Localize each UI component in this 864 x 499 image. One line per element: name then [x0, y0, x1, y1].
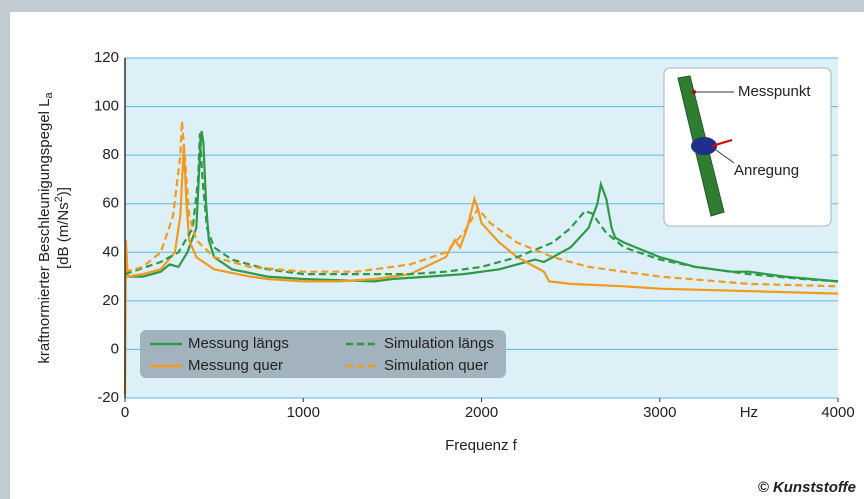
inset-label: Anregung	[734, 162, 799, 179]
legend-label: Messung längs	[188, 335, 289, 352]
y-label-line1: kraftnormierter Beschleunigungspegel La	[36, 91, 55, 363]
credit: © Kunststoffe	[758, 479, 856, 496]
y-tick-label: 60	[102, 195, 119, 212]
legend-box	[140, 330, 506, 378]
x-tick-label: 3000	[643, 404, 676, 421]
legend: Messung längs Messung quer Simulation läng…	[150, 335, 494, 374]
y-tick-label: 80	[102, 146, 119, 163]
y-tick-label: 120	[94, 49, 119, 66]
y-label-before: [dB (m/Ns	[55, 202, 72, 269]
x-tick-label: 1000	[287, 404, 320, 421]
y-tick-label: 20	[102, 292, 119, 309]
inset-label: Messpunkt	[738, 83, 811, 100]
legend-label: Simulation quer	[384, 357, 488, 374]
y-label-sup: 2	[53, 196, 65, 202]
legend-label: Simulation längs	[384, 335, 494, 352]
x-tick-label: 0	[121, 404, 129, 421]
y-tick-label: 100	[94, 98, 119, 115]
inset-exciter	[691, 137, 717, 155]
lines	[123, 121, 839, 394]
x-unit: Hz	[740, 404, 758, 421]
y-label-sub: a	[43, 91, 55, 98]
y-label-line2: [dB (m/Ns2)]	[53, 187, 72, 269]
y-label-text: kraftnormierter Beschleunigungspegel L	[36, 98, 53, 363]
series-line	[125, 130, 839, 283]
x-tick-label: 4000	[821, 404, 854, 421]
series-line	[124, 133, 839, 283]
series-line	[124, 121, 839, 288]
y-tick-label: 40	[102, 243, 119, 260]
inset-leader	[715, 149, 735, 164]
inset: Messpunkt Anregung	[663, 67, 832, 227]
y-tick-label: -20	[97, 389, 119, 406]
x-label: Frequenz f	[445, 437, 518, 454]
legend-label: Messung quer	[188, 357, 283, 374]
y-label: kraftnormierter Beschleunigungspegel La …	[36, 91, 72, 363]
x-tick-label: 2000	[465, 404, 498, 421]
y-label-after: )]	[55, 187, 72, 196]
inset-arrow	[711, 139, 733, 147]
y-tick-label: 0	[111, 340, 119, 357]
